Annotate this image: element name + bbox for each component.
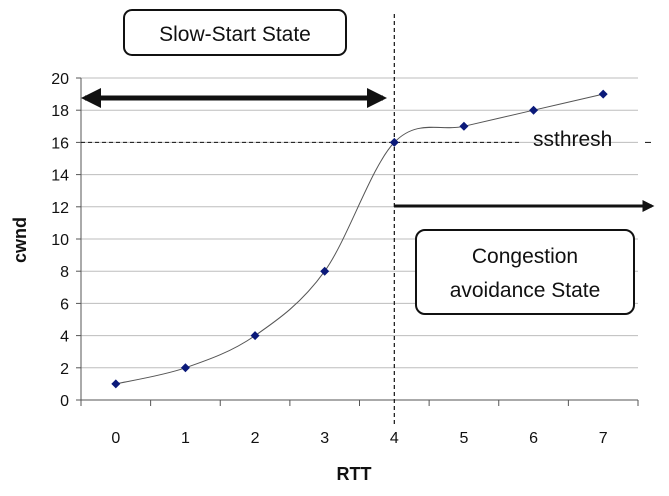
y-tick-label-4: 4 [60, 329, 69, 346]
ssthresh-label: ssthresh [533, 128, 612, 151]
y-tick-label-14: 14 [51, 168, 69, 185]
congestion-label-line1: Congestion [472, 245, 578, 268]
y-tick-label-8: 8 [60, 264, 69, 281]
x-tick-label-5: 5 [459, 430, 468, 447]
y-tick-label-12: 12 [51, 200, 69, 217]
data-point-0 [111, 379, 121, 389]
series-line-0 [115, 93, 604, 385]
gridlines [81, 77, 638, 369]
x-tick-label-0: 0 [111, 430, 120, 447]
y-tick-label-16: 16 [51, 135, 69, 152]
congestion-label-line2: avoidance State [450, 279, 601, 302]
y-tick-label-2: 2 [60, 361, 69, 378]
data-point-4 [389, 137, 399, 147]
x-tick-label-1: 1 [181, 430, 190, 447]
congestion-avoidance-box [415, 229, 635, 315]
series-group [111, 89, 608, 389]
data-point-7 [598, 89, 608, 99]
x-tick-label-2: 2 [251, 430, 260, 447]
slow-start-label: Slow-Start State [159, 23, 311, 46]
data-point-6 [529, 105, 539, 115]
x-tick-label-7: 7 [599, 430, 608, 447]
y-tick-label-6: 6 [60, 296, 69, 313]
y-axis-label: cwnd [10, 217, 30, 263]
y-tick-label-10: 10 [51, 232, 69, 249]
x-tick-labels: 0 1 2 3 4 5 6 7 [111, 430, 607, 447]
y-tick-labels: 0 2 4 6 8 10 12 14 16 18 20 [51, 71, 69, 410]
data-point-2 [250, 331, 260, 341]
axes [76, 77, 639, 406]
y-tick-label-18: 18 [51, 103, 69, 120]
x-axis-label: RTT [337, 464, 372, 484]
y-tick-label-20: 20 [51, 71, 69, 88]
y-tick-label-0: 0 [60, 393, 69, 410]
data-point-3 [320, 266, 330, 276]
slow-start-box [123, 9, 347, 56]
x-tick-label-3: 3 [320, 430, 329, 447]
data-point-1 [180, 363, 190, 373]
x-tick-label-4: 4 [390, 430, 399, 447]
x-tick-label-6: 6 [529, 430, 538, 447]
data-point-5 [459, 121, 469, 131]
